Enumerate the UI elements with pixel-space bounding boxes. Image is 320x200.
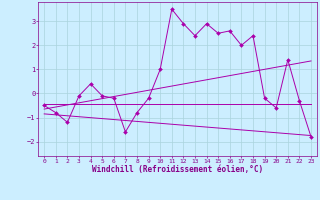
X-axis label: Windchill (Refroidissement éolien,°C): Windchill (Refroidissement éolien,°C) <box>92 165 263 174</box>
